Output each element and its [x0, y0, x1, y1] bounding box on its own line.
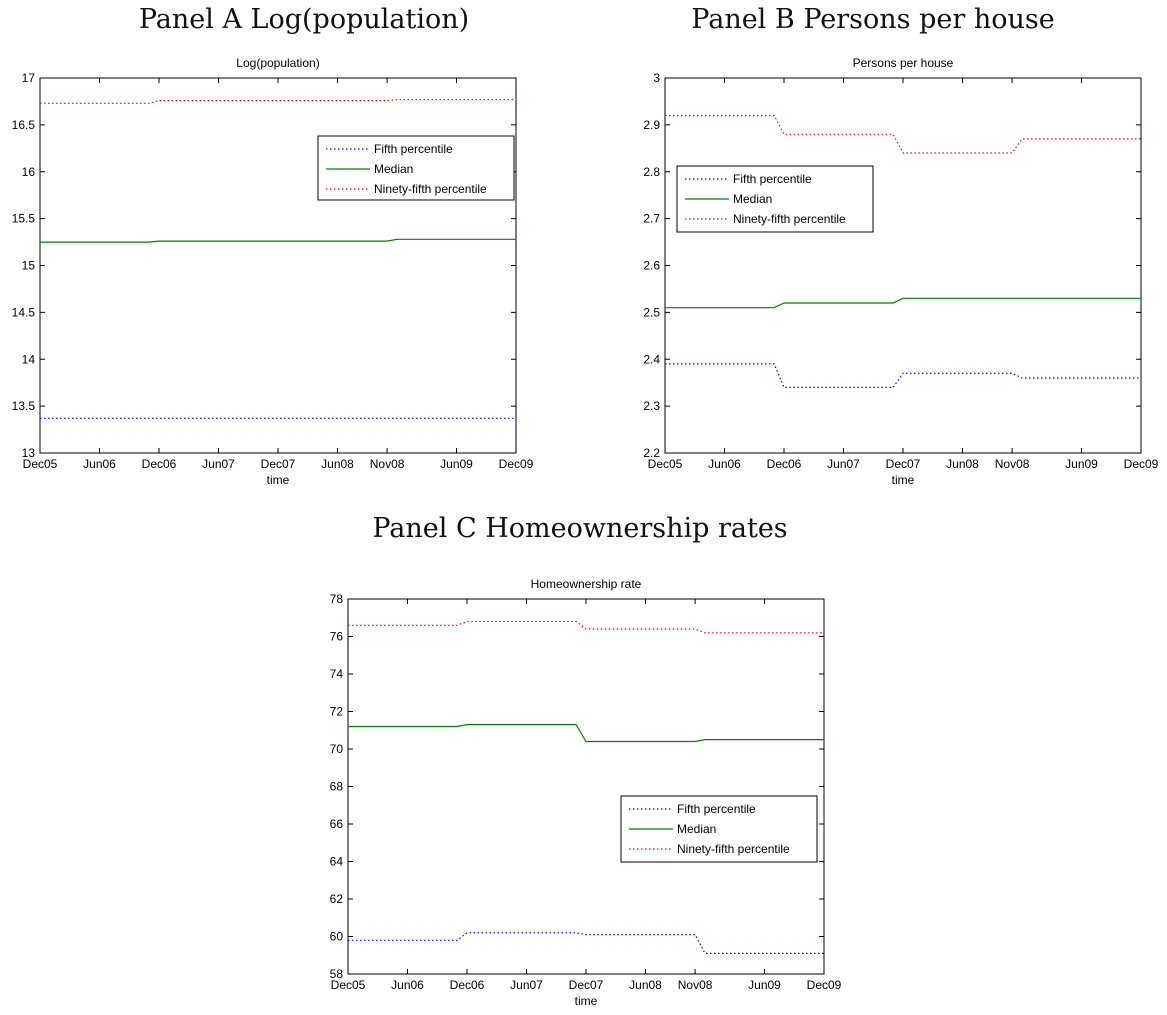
chart-b-plot-area	[664, 77, 1142, 454]
chart-b-ytick-label: 2.5	[643, 305, 660, 319]
chart-b-series-median	[665, 297, 1141, 309]
chart-a-ytick-label: 15	[22, 259, 36, 273]
chart-a-plot-area	[39, 77, 517, 454]
chart-c-plot-area	[347, 598, 825, 975]
chart-b-xlabel: time	[892, 473, 915, 487]
panel-c-heading: Panel C Homeownership rates	[372, 513, 788, 544]
chart-c-title: Homeownership rate	[531, 577, 642, 591]
chart-b-xtick-label: Jun09	[1065, 457, 1098, 471]
chart-c-series-median	[348, 723, 824, 743]
chart-b-ytick-label: 3	[653, 71, 660, 85]
chart-b-xtick-label: Jun08	[946, 457, 979, 471]
chart-b-ytick-label: 2.9	[643, 118, 660, 132]
chart-b-ytick-label: 2.6	[643, 259, 660, 273]
chart-a-ytick-label: 17	[22, 71, 36, 85]
chart-b-xtick-label: Nov08	[995, 457, 1030, 471]
chart-c-xtick-label: Dec06	[450, 978, 485, 992]
chart-b-ytick-label: 2.7	[643, 212, 660, 226]
chart-c-ytick-label: 68	[330, 780, 344, 794]
chart-b-legend-label: Median	[733, 192, 772, 206]
chart-a-group: Log(population) 13 13.5 14 14.5 15 15.5 16 16.5 1…	[12, 56, 534, 487]
chart-b-title: Persons per house	[853, 56, 954, 70]
chart-c-ytick-label: 76	[330, 630, 344, 644]
chart-c-ytick-label: 74	[330, 667, 344, 681]
chart-a-ytick-label: 15.5	[12, 212, 36, 226]
chart-c-legend-label: Ninety-fifth percentile	[677, 842, 790, 856]
chart-b-ytick-label: 2.2	[643, 446, 660, 460]
chart-a-ytick-label: 13.5	[12, 399, 36, 413]
chart-a-xtick-label: Dec09	[499, 457, 534, 471]
chart-a-series-ninety-fifth-percentile	[40, 98, 516, 104]
chart-b-ytick-label: 2.4	[643, 352, 660, 366]
chart-c-xtick-label: Dec05	[331, 978, 366, 992]
chart-b-legend-label: Ninety-fifth percentile	[733, 212, 846, 226]
chart-c-xlabel: time	[575, 994, 598, 1008]
chart-c-xtick-label: Jun06	[391, 978, 424, 992]
chart-a-ytick-label: 16	[22, 165, 36, 179]
chart-b-series-fifth-percentile	[665, 363, 1141, 388]
chart-b-legend-label: Fifth percentile	[733, 172, 812, 186]
chart-b-group: Persons per house 2.2 2.3 2.4 2.5 2.6 2.7 2.8 2.…	[643, 56, 1158, 487]
chart-c-ytick-label: 64	[330, 855, 344, 869]
chart-c-legend-label: Median	[677, 822, 716, 836]
chart-b-xtick-label: Dec09	[1124, 457, 1159, 471]
chart-a-ytick-label: 14.5	[12, 305, 36, 319]
panel-b-heading: Panel B Persons per house	[691, 4, 1055, 35]
chart-b-xtick-label: Dec07	[886, 457, 921, 471]
chart-a-xtick-label: Jun07	[202, 457, 235, 471]
chart-c-ytick-label: 78	[330, 592, 344, 606]
chart-a-legend-label: Fifth percentile	[374, 142, 453, 156]
chart-c-ytick-label: 58	[330, 967, 344, 981]
chart-a-legend-label: Median	[374, 162, 413, 176]
chart-c-ytick-label: 66	[330, 817, 344, 831]
chart-b-series-ninety-fifth-percentile	[665, 114, 1141, 154]
chart-c-ytick-label: 72	[330, 705, 344, 719]
chart-b-ytick-label: 2.8	[643, 165, 660, 179]
chart-c-ytick-label: 62	[330, 892, 344, 906]
chart-a-xtick-label: Jun06	[83, 457, 116, 471]
chart-c-xtick-label: Jun07	[510, 978, 543, 992]
chart-a-xtick-label: Dec05	[23, 457, 58, 471]
chart-a-xtick-label: Dec06	[142, 457, 177, 471]
chart-a-series-median	[40, 238, 516, 243]
chart-b-xtick-label: Dec06	[767, 457, 802, 471]
chart-b-xtick-label: Dec05	[648, 457, 683, 471]
chart-a-title: Log(population)	[236, 56, 319, 70]
chart-c-group: Homeownership rate 58 60 62 64 66 68 70 72 74 76 78…	[330, 577, 842, 1008]
chart-a-xtick-label: Nov08	[370, 457, 405, 471]
chart-b-ytick-label: 2.3	[643, 399, 660, 413]
chart-c-ytick-label: 60	[330, 930, 344, 944]
panel-a-heading: Panel A Log(population)	[138, 4, 470, 35]
chart-c-xtick-label: Jun09	[748, 978, 781, 992]
chart-a-xlabel: time	[267, 473, 290, 487]
chart-a-xtick-label: Jun09	[440, 457, 473, 471]
chart-c-xtick-label: Dec09	[807, 978, 842, 992]
chart-c-xtick-label: Nov08	[678, 978, 713, 992]
chart-a-ytick-label: 13	[22, 446, 36, 460]
chart-c-xtick-label: Dec07	[569, 978, 604, 992]
chart-a-legend-label: Ninety-fifth percentile	[374, 182, 487, 196]
chart-c-xtick-label: Jun08	[629, 978, 662, 992]
chart-a-xtick-label: Jun08	[321, 457, 354, 471]
chart-c-ytick-label: 70	[330, 742, 344, 756]
chart-b-xtick-label: Jun06	[708, 457, 741, 471]
chart-a-ytick-label: 16.5	[12, 118, 36, 132]
chart-b-xtick-label: Jun07	[827, 457, 860, 471]
chart-a-ytick-label: 14	[22, 352, 36, 366]
chart-a-xtick-label: Dec07	[261, 457, 296, 471]
chart-c-legend-label: Fifth percentile	[677, 802, 756, 816]
